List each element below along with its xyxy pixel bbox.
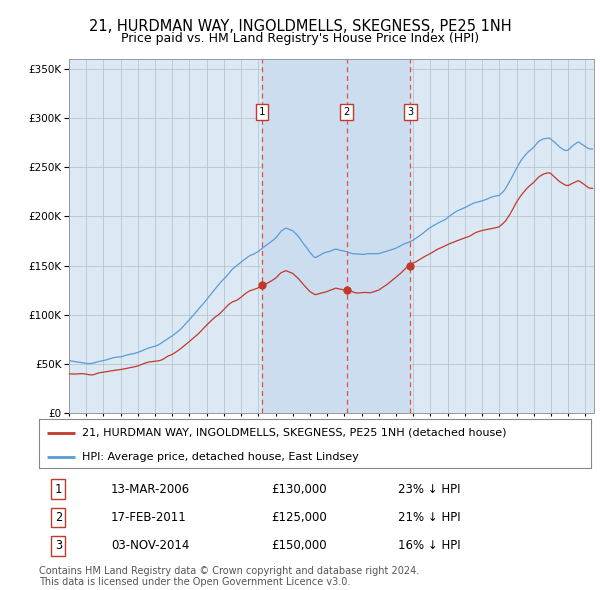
Text: £150,000: £150,000 xyxy=(271,539,326,552)
Text: £130,000: £130,000 xyxy=(271,483,326,496)
Text: 16% ↓ HPI: 16% ↓ HPI xyxy=(398,539,460,552)
Text: This data is licensed under the Open Government Licence v3.0.: This data is licensed under the Open Gov… xyxy=(39,577,350,587)
Bar xyxy=(262,59,410,413)
Text: 23% ↓ HPI: 23% ↓ HPI xyxy=(398,483,460,496)
Text: 1: 1 xyxy=(259,107,265,117)
Text: 1: 1 xyxy=(55,483,62,496)
Text: 3: 3 xyxy=(55,539,62,552)
Text: 2: 2 xyxy=(343,107,350,117)
Text: £125,000: £125,000 xyxy=(271,511,326,524)
Text: 21, HURDMAN WAY, INGOLDMELLS, SKEGNESS, PE25 1NH (detached house): 21, HURDMAN WAY, INGOLDMELLS, SKEGNESS, … xyxy=(82,428,506,438)
Text: 21, HURDMAN WAY, INGOLDMELLS, SKEGNESS, PE25 1NH: 21, HURDMAN WAY, INGOLDMELLS, SKEGNESS, … xyxy=(89,19,511,34)
Text: 3: 3 xyxy=(407,107,413,117)
Text: HPI: Average price, detached house, East Lindsey: HPI: Average price, detached house, East… xyxy=(82,452,359,462)
Text: 2: 2 xyxy=(55,511,62,524)
Text: 17-FEB-2011: 17-FEB-2011 xyxy=(111,511,187,524)
Text: 03-NOV-2014: 03-NOV-2014 xyxy=(111,539,189,552)
Text: 13-MAR-2006: 13-MAR-2006 xyxy=(111,483,190,496)
Text: Price paid vs. HM Land Registry's House Price Index (HPI): Price paid vs. HM Land Registry's House … xyxy=(121,32,479,45)
Text: 21% ↓ HPI: 21% ↓ HPI xyxy=(398,511,460,524)
Text: Contains HM Land Registry data © Crown copyright and database right 2024.: Contains HM Land Registry data © Crown c… xyxy=(39,566,419,576)
